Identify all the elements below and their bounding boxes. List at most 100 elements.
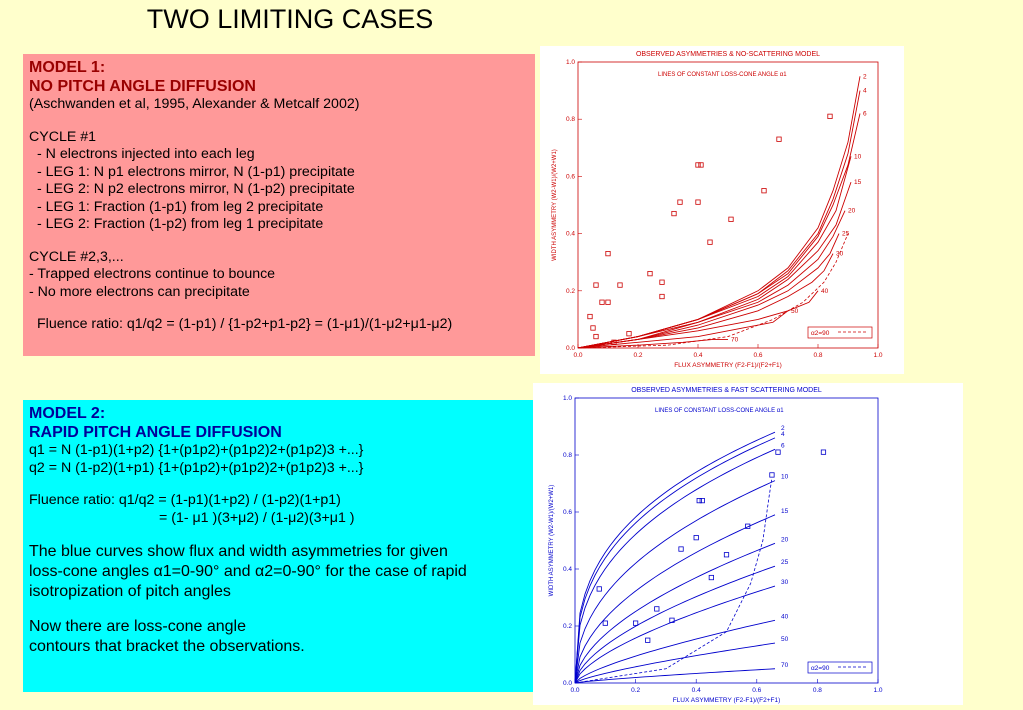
loss-cone-curve bbox=[574, 480, 776, 684]
y-tick-label: 0.8 bbox=[563, 452, 572, 459]
loss-cone-curve bbox=[574, 668, 776, 684]
loss-cone-curve bbox=[574, 642, 776, 684]
loss-cone-curve bbox=[574, 448, 776, 684]
page-title: TWO LIMITING CASES bbox=[146, 4, 434, 34]
data-point bbox=[659, 279, 665, 285]
y-tick-label: 0.8 bbox=[566, 116, 575, 123]
x-tick-label: 0.2 bbox=[633, 352, 642, 359]
chart-subtitle: LINES OF CONSTANT LOSS-CONE ANGLE α1 bbox=[655, 408, 784, 414]
fast-scattering-chart: OBSERVED ASYMMETRIES & FAST SCATTERING M… bbox=[549, 387, 883, 704]
curve-label: 2 bbox=[863, 73, 867, 80]
legend-box bbox=[807, 661, 873, 674]
data-point bbox=[590, 325, 596, 331]
curve-label: 40 bbox=[821, 288, 829, 295]
data-point bbox=[745, 523, 751, 529]
loss-cone-curve bbox=[577, 338, 728, 349]
data-point bbox=[695, 199, 701, 205]
data-point bbox=[605, 299, 611, 305]
data-point bbox=[708, 574, 714, 581]
loss-cone-curve bbox=[577, 156, 852, 349]
loss-cone-curve bbox=[577, 113, 861, 349]
curve-label: 50 bbox=[791, 308, 799, 315]
data-point bbox=[707, 239, 713, 245]
loss-cone-curve bbox=[577, 310, 789, 349]
loss-cone-curve bbox=[577, 210, 846, 349]
loss-cone-curve bbox=[574, 565, 776, 684]
x-tick-label: 0.6 bbox=[752, 687, 761, 694]
y-axis-label: WIDTH ASYMMETRY (W2-W1)/(W2+W1) bbox=[549, 485, 555, 597]
loss-cone-curve bbox=[577, 181, 852, 349]
curve-label: 10 bbox=[781, 474, 789, 481]
data-point bbox=[654, 606, 660, 612]
data-point bbox=[645, 637, 651, 643]
model-2-panel: MODEL 2: RAPID PITCH ANGLE DIFFUSION q1 … bbox=[23, 400, 533, 692]
description-line: isotropization of pitch angles bbox=[29, 583, 231, 600]
curve-label: 20 bbox=[781, 536, 789, 543]
cycle-1-label: CYCLE #1 bbox=[29, 128, 97, 145]
citation: (Aschwanden et al, 1995, Alexander & Met… bbox=[29, 96, 360, 112]
data-point bbox=[723, 552, 730, 558]
loss-cone-curve bbox=[574, 437, 776, 684]
curve-label: 6 bbox=[863, 110, 867, 117]
curve-label: 70 bbox=[731, 336, 739, 343]
curve-label: 40 bbox=[781, 613, 789, 620]
cycle-1-line: - LEG 1: N p1 electrons mirror, N (1-p1)… bbox=[37, 163, 355, 180]
data-point bbox=[677, 199, 683, 205]
data-point bbox=[633, 620, 639, 626]
data-point bbox=[599, 299, 605, 305]
curve-label: 4 bbox=[781, 431, 785, 438]
q1-formula: q1 = N (1-p1)(1+p2) {1+(p1p2)+(p1p2)2+(p… bbox=[29, 442, 364, 458]
y-tick-label: 0.6 bbox=[563, 509, 572, 516]
legend-label: α2=90 bbox=[811, 330, 830, 337]
cycle-1-line: - N electrons injected into each leg bbox=[37, 146, 255, 162]
q2-formula: q2 = N (1-p2)(1+p1) {1+(p1p2)+(p1p2)2+(p… bbox=[29, 459, 364, 476]
cycle-1-line: - LEG 2: Fraction (1-p2) from leg 1 prec… bbox=[37, 216, 324, 232]
data-point bbox=[695, 162, 701, 168]
fast-scattering-chart-panel: OBSERVED ASYMMETRIES & FAST SCATTERING M… bbox=[533, 383, 963, 705]
y-tick-label: 0.2 bbox=[566, 288, 575, 295]
curve-label: 20 bbox=[848, 208, 856, 215]
data-point bbox=[593, 333, 599, 340]
no-scattering-chart-panel: OBSERVED ASYMMETRIES & NO-SCATTERING MOD… bbox=[540, 46, 904, 374]
cycle-1-line: - LEG 2: N p2 electrons mirror, N (1-p2)… bbox=[37, 181, 355, 197]
curve-label: 70 bbox=[781, 662, 789, 669]
legend-box bbox=[807, 326, 873, 339]
curve-label: 4 bbox=[863, 88, 867, 95]
y-tick-label: 0.2 bbox=[563, 623, 572, 630]
legend-label: α2=90 bbox=[811, 665, 830, 672]
loss-cone-curve bbox=[577, 290, 819, 349]
fluence-ratio-2: Fluence ratio: q1/q2 = (1-p1)(1+p2) / (1… bbox=[29, 492, 341, 508]
loss-cone-curve bbox=[577, 233, 840, 349]
chart-title: OBSERVED ASYMMETRIES & FAST SCATTERING M… bbox=[631, 387, 822, 394]
model-2-heading: MODEL 2: bbox=[29, 405, 106, 422]
description-line: The blue curves show flux and width asym… bbox=[29, 543, 448, 560]
data-point bbox=[698, 162, 704, 168]
y-tick-label: 1.0 bbox=[563, 395, 572, 402]
data-point bbox=[693, 535, 699, 541]
plot-frame bbox=[577, 61, 879, 349]
curve-label: 15 bbox=[854, 179, 862, 186]
data-point bbox=[699, 498, 705, 504]
data-point bbox=[820, 449, 827, 455]
alpha2-90-curve bbox=[574, 477, 773, 684]
cycle-2-line: - No more electrons can precipitate bbox=[29, 283, 250, 300]
curve-label: 2 bbox=[781, 425, 785, 432]
data-point bbox=[611, 339, 617, 345]
x-tick-label: 1.0 bbox=[873, 687, 882, 694]
data-point bbox=[602, 620, 608, 626]
data-point bbox=[605, 251, 611, 257]
x-tick-label: 0.0 bbox=[570, 687, 579, 694]
data-point bbox=[587, 313, 593, 320]
x-tick-label: 0.6 bbox=[753, 352, 762, 359]
x-tick-label: 0.8 bbox=[813, 352, 822, 359]
plot-frame bbox=[574, 397, 879, 684]
data-point bbox=[617, 282, 623, 288]
alpha2-90-curve bbox=[577, 233, 849, 349]
model-1-subheading: NO PITCH ANGLE DIFFUSION bbox=[29, 78, 256, 95]
chart-title: OBSERVED ASYMMETRIES & NO-SCATTERING MOD… bbox=[636, 51, 820, 58]
x-tick-label: 0.2 bbox=[631, 687, 640, 694]
x-axis-label: FLUX ASYMMETRY (F2-F1)/(F2+F1) bbox=[674, 362, 782, 369]
y-tick-label: 0.6 bbox=[566, 173, 575, 180]
no-scattering-chart: OBSERVED ASYMMETRIES & NO-SCATTERING MOD… bbox=[552, 51, 883, 369]
loss-cone-curve bbox=[574, 514, 776, 684]
